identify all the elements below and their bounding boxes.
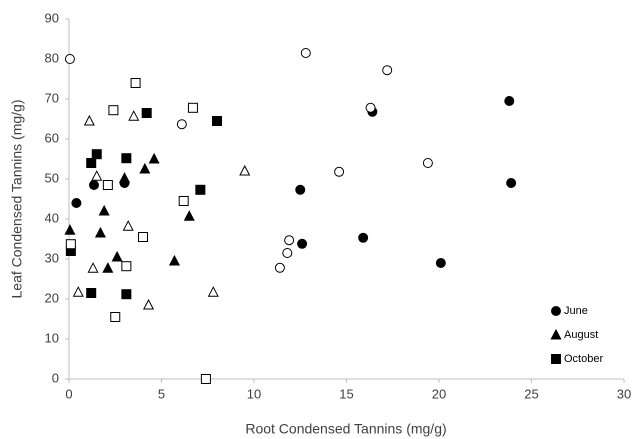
point xyxy=(130,78,141,88)
point xyxy=(94,226,106,238)
point xyxy=(102,262,114,273)
point xyxy=(168,254,180,266)
point xyxy=(91,170,103,181)
x-tick-label: 15 xyxy=(339,386,353,401)
legend-marker xyxy=(550,328,562,340)
y-tick-label: 80 xyxy=(45,50,59,65)
point xyxy=(382,65,393,76)
legend-label: August xyxy=(564,329,598,341)
point xyxy=(176,119,187,130)
point xyxy=(87,262,99,273)
y-tick-label: 40 xyxy=(45,210,59,225)
y-axis-label: Leaf Condensed Tannins (mg/g) xyxy=(9,100,25,299)
x-tick-label: 25 xyxy=(524,386,538,401)
point xyxy=(239,164,251,176)
point xyxy=(435,258,446,268)
point xyxy=(143,298,155,310)
x-tick-label: 0 xyxy=(65,386,72,401)
x-tick-label: 20 xyxy=(432,386,446,401)
point xyxy=(108,105,119,116)
y-tick-label: 60 xyxy=(45,130,59,145)
y-tick-label: 10 xyxy=(45,330,59,345)
y-tick-label: 20 xyxy=(45,290,59,305)
point xyxy=(207,286,219,297)
y-tick-label: 90 xyxy=(45,10,59,25)
point xyxy=(212,116,222,126)
point xyxy=(187,102,198,113)
point xyxy=(300,48,311,58)
point xyxy=(148,152,160,164)
y-tick-label: 0 xyxy=(52,370,59,385)
x-axis-label: Root Condensed Tannins (mg/g) xyxy=(245,421,446,437)
point xyxy=(98,204,110,216)
y-tick-label: 30 xyxy=(45,250,59,265)
legend-marker xyxy=(551,306,561,316)
point xyxy=(358,232,369,243)
point xyxy=(122,220,134,231)
point xyxy=(83,114,95,126)
y-tick-label: 50 xyxy=(45,170,59,185)
legend-marker xyxy=(551,354,561,364)
legend-label: June xyxy=(564,305,588,317)
point xyxy=(102,180,113,190)
point xyxy=(200,374,211,384)
point xyxy=(365,102,376,113)
point xyxy=(71,198,82,208)
point xyxy=(128,110,140,121)
point xyxy=(121,261,132,272)
point xyxy=(504,96,515,106)
point xyxy=(506,178,517,188)
x-tick-label: 5 xyxy=(158,386,165,401)
x-tick-label: 10 xyxy=(247,386,261,401)
legend-label: October xyxy=(564,353,603,365)
point xyxy=(110,312,121,322)
point xyxy=(284,235,295,246)
point xyxy=(72,286,84,297)
point xyxy=(195,184,206,195)
x-tick-label: 30 xyxy=(617,386,631,401)
point xyxy=(139,162,151,174)
point xyxy=(86,158,97,168)
point xyxy=(111,250,123,262)
point xyxy=(91,149,102,160)
y-tick-label: 70 xyxy=(45,90,59,105)
point xyxy=(178,196,189,206)
point xyxy=(65,239,76,250)
point xyxy=(121,289,132,300)
point xyxy=(64,54,75,64)
point xyxy=(274,262,285,273)
point xyxy=(297,238,308,249)
point xyxy=(282,248,293,258)
point xyxy=(64,224,76,235)
point xyxy=(118,172,131,183)
point xyxy=(183,210,195,221)
point xyxy=(334,166,345,177)
point xyxy=(121,153,132,164)
point xyxy=(295,184,306,195)
point xyxy=(138,232,148,242)
point xyxy=(422,158,433,168)
point xyxy=(88,180,99,190)
point xyxy=(141,108,152,118)
point xyxy=(86,288,97,298)
